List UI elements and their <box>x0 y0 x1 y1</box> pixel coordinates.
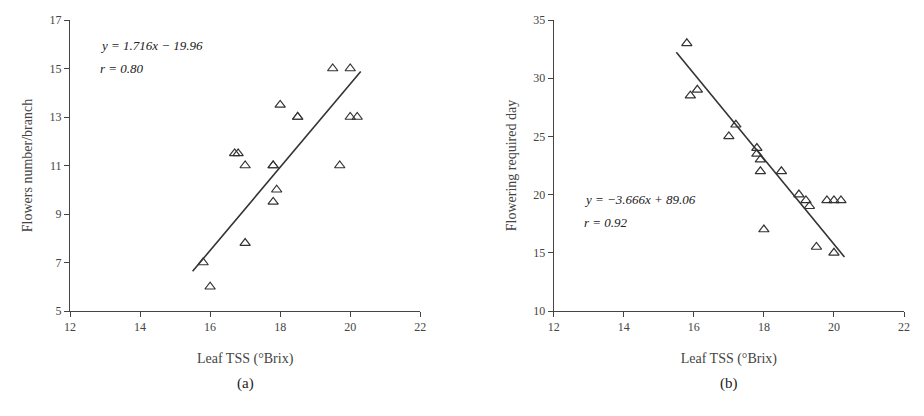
svg-text:15: 15 <box>533 246 545 260</box>
svg-text:18: 18 <box>758 320 770 334</box>
svg-text:22: 22 <box>898 320 910 334</box>
svg-text:r = 0.80: r = 0.80 <box>100 61 144 76</box>
svg-text:7: 7 <box>56 256 62 270</box>
svg-text:12: 12 <box>64 320 76 334</box>
svg-text:Flowers number/branch: Flowers number/branch <box>20 99 35 232</box>
svg-text:20: 20 <box>828 320 840 334</box>
svg-text:35: 35 <box>533 13 545 27</box>
svg-text:14: 14 <box>134 320 146 334</box>
svg-text:12: 12 <box>548 320 560 334</box>
svg-text:y = −3.666x + 89.06: y = −3.666x + 89.06 <box>584 192 696 207</box>
svg-text:15: 15 <box>50 62 62 76</box>
svg-text:16: 16 <box>204 320 216 334</box>
svg-text:17: 17 <box>50 13 62 27</box>
svg-text:y = 1.716x − 19.96: y = 1.716x − 19.96 <box>100 38 203 53</box>
svg-text:Leaf TSS (°Brix): Leaf TSS (°Brix) <box>681 351 778 367</box>
svg-text:(a): (a) <box>237 375 254 392</box>
svg-text:Leaf TSS (°Brix): Leaf TSS (°Brix) <box>197 351 294 367</box>
svg-text:20: 20 <box>344 320 356 334</box>
svg-text:(b): (b) <box>720 375 738 392</box>
svg-text:14: 14 <box>618 320 630 334</box>
svg-text:13: 13 <box>50 110 62 124</box>
svg-text:r = 0.92: r = 0.92 <box>584 215 628 230</box>
svg-text:16: 16 <box>688 320 700 334</box>
svg-text:25: 25 <box>533 130 545 144</box>
svg-text:30: 30 <box>533 71 545 85</box>
svg-text:11: 11 <box>50 159 62 173</box>
svg-text:9: 9 <box>56 207 62 221</box>
svg-text:22: 22 <box>414 320 426 334</box>
svg-text:10: 10 <box>533 304 545 318</box>
svg-text:20: 20 <box>533 188 545 202</box>
svg-text:5: 5 <box>56 304 62 318</box>
svg-text:Flowering required day: Flowering required day <box>504 100 519 231</box>
svg-text:18: 18 <box>274 320 286 334</box>
